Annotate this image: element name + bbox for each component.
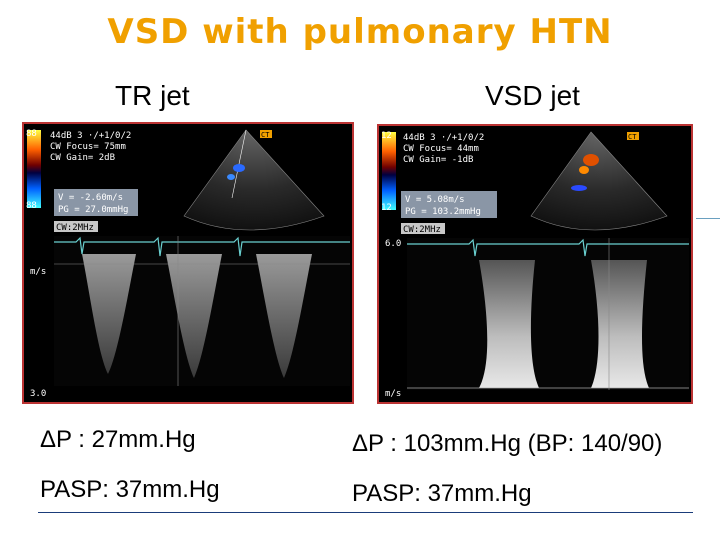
- right-axis-unit: m/s: [385, 389, 401, 399]
- right-measure-gradient: PG = 103.2mmHg: [405, 207, 481, 217]
- right-pasp: PASP: 37mm.Hg: [352, 480, 532, 507]
- left-heading: TR jet: [115, 80, 190, 111]
- vsd-jet-doppler-image: 12 12 44dB 3 ·/+1/0/2 CW Focus= 44mm CW …: [377, 124, 693, 404]
- left-axis-bottom: 3.0: [30, 389, 46, 399]
- left-scale-bottom: 88: [26, 201, 37, 211]
- slide-title: VSD with pulmonary HTN: [107, 12, 613, 52]
- left-delta-p: ΔP : 27mm.Hg: [40, 426, 196, 453]
- right-scale-top: 12: [381, 131, 392, 141]
- left-overlay-line2: CW Focus= 75mm: [50, 142, 126, 152]
- right-axis-top: 6.0: [385, 239, 401, 249]
- left-badge: CT: [261, 131, 270, 139]
- right-delta-p: ΔP : 103mm.Hg (BP: 140/90): [352, 430, 663, 457]
- right-measure-velocity: V = 5.08m/s: [405, 195, 465, 205]
- right-scale-bottom: 12: [381, 203, 392, 213]
- left-pasp: PASP: 37mm.Hg: [40, 476, 220, 503]
- right-heading: VSD jet: [485, 80, 580, 111]
- left-axis-unit: m/s: [30, 267, 46, 277]
- left-overlay-line1: 44dB 3 ·/+1/0/2: [50, 131, 131, 141]
- tr-jet-doppler-image: 88 88 44dB 3 ·/+1/0/2 CW Focus= 75mm CW …: [22, 122, 354, 404]
- right-overlay-line3: CW Gain= -1dB: [403, 155, 473, 165]
- left-scale-top: 88: [26, 129, 37, 139]
- left-measure-gradient: PG = 27.0mmHg: [58, 205, 128, 215]
- footer-rule: [38, 512, 693, 513]
- left-measure-velocity: V = -2.60m/s: [58, 193, 123, 203]
- decorative-rule: [696, 218, 720, 219]
- right-overlay-line1: 44dB 3 ·/+1/0/2: [403, 133, 484, 143]
- right-overlay-line2: CW Focus= 44mm: [403, 144, 479, 154]
- right-mode-label: CW:2MHz: [403, 225, 441, 235]
- left-mode-label: CW:2MHz: [56, 223, 94, 233]
- left-overlay-line3: CW Gain= 2dB: [50, 153, 115, 163]
- right-badge: CT: [628, 133, 637, 141]
